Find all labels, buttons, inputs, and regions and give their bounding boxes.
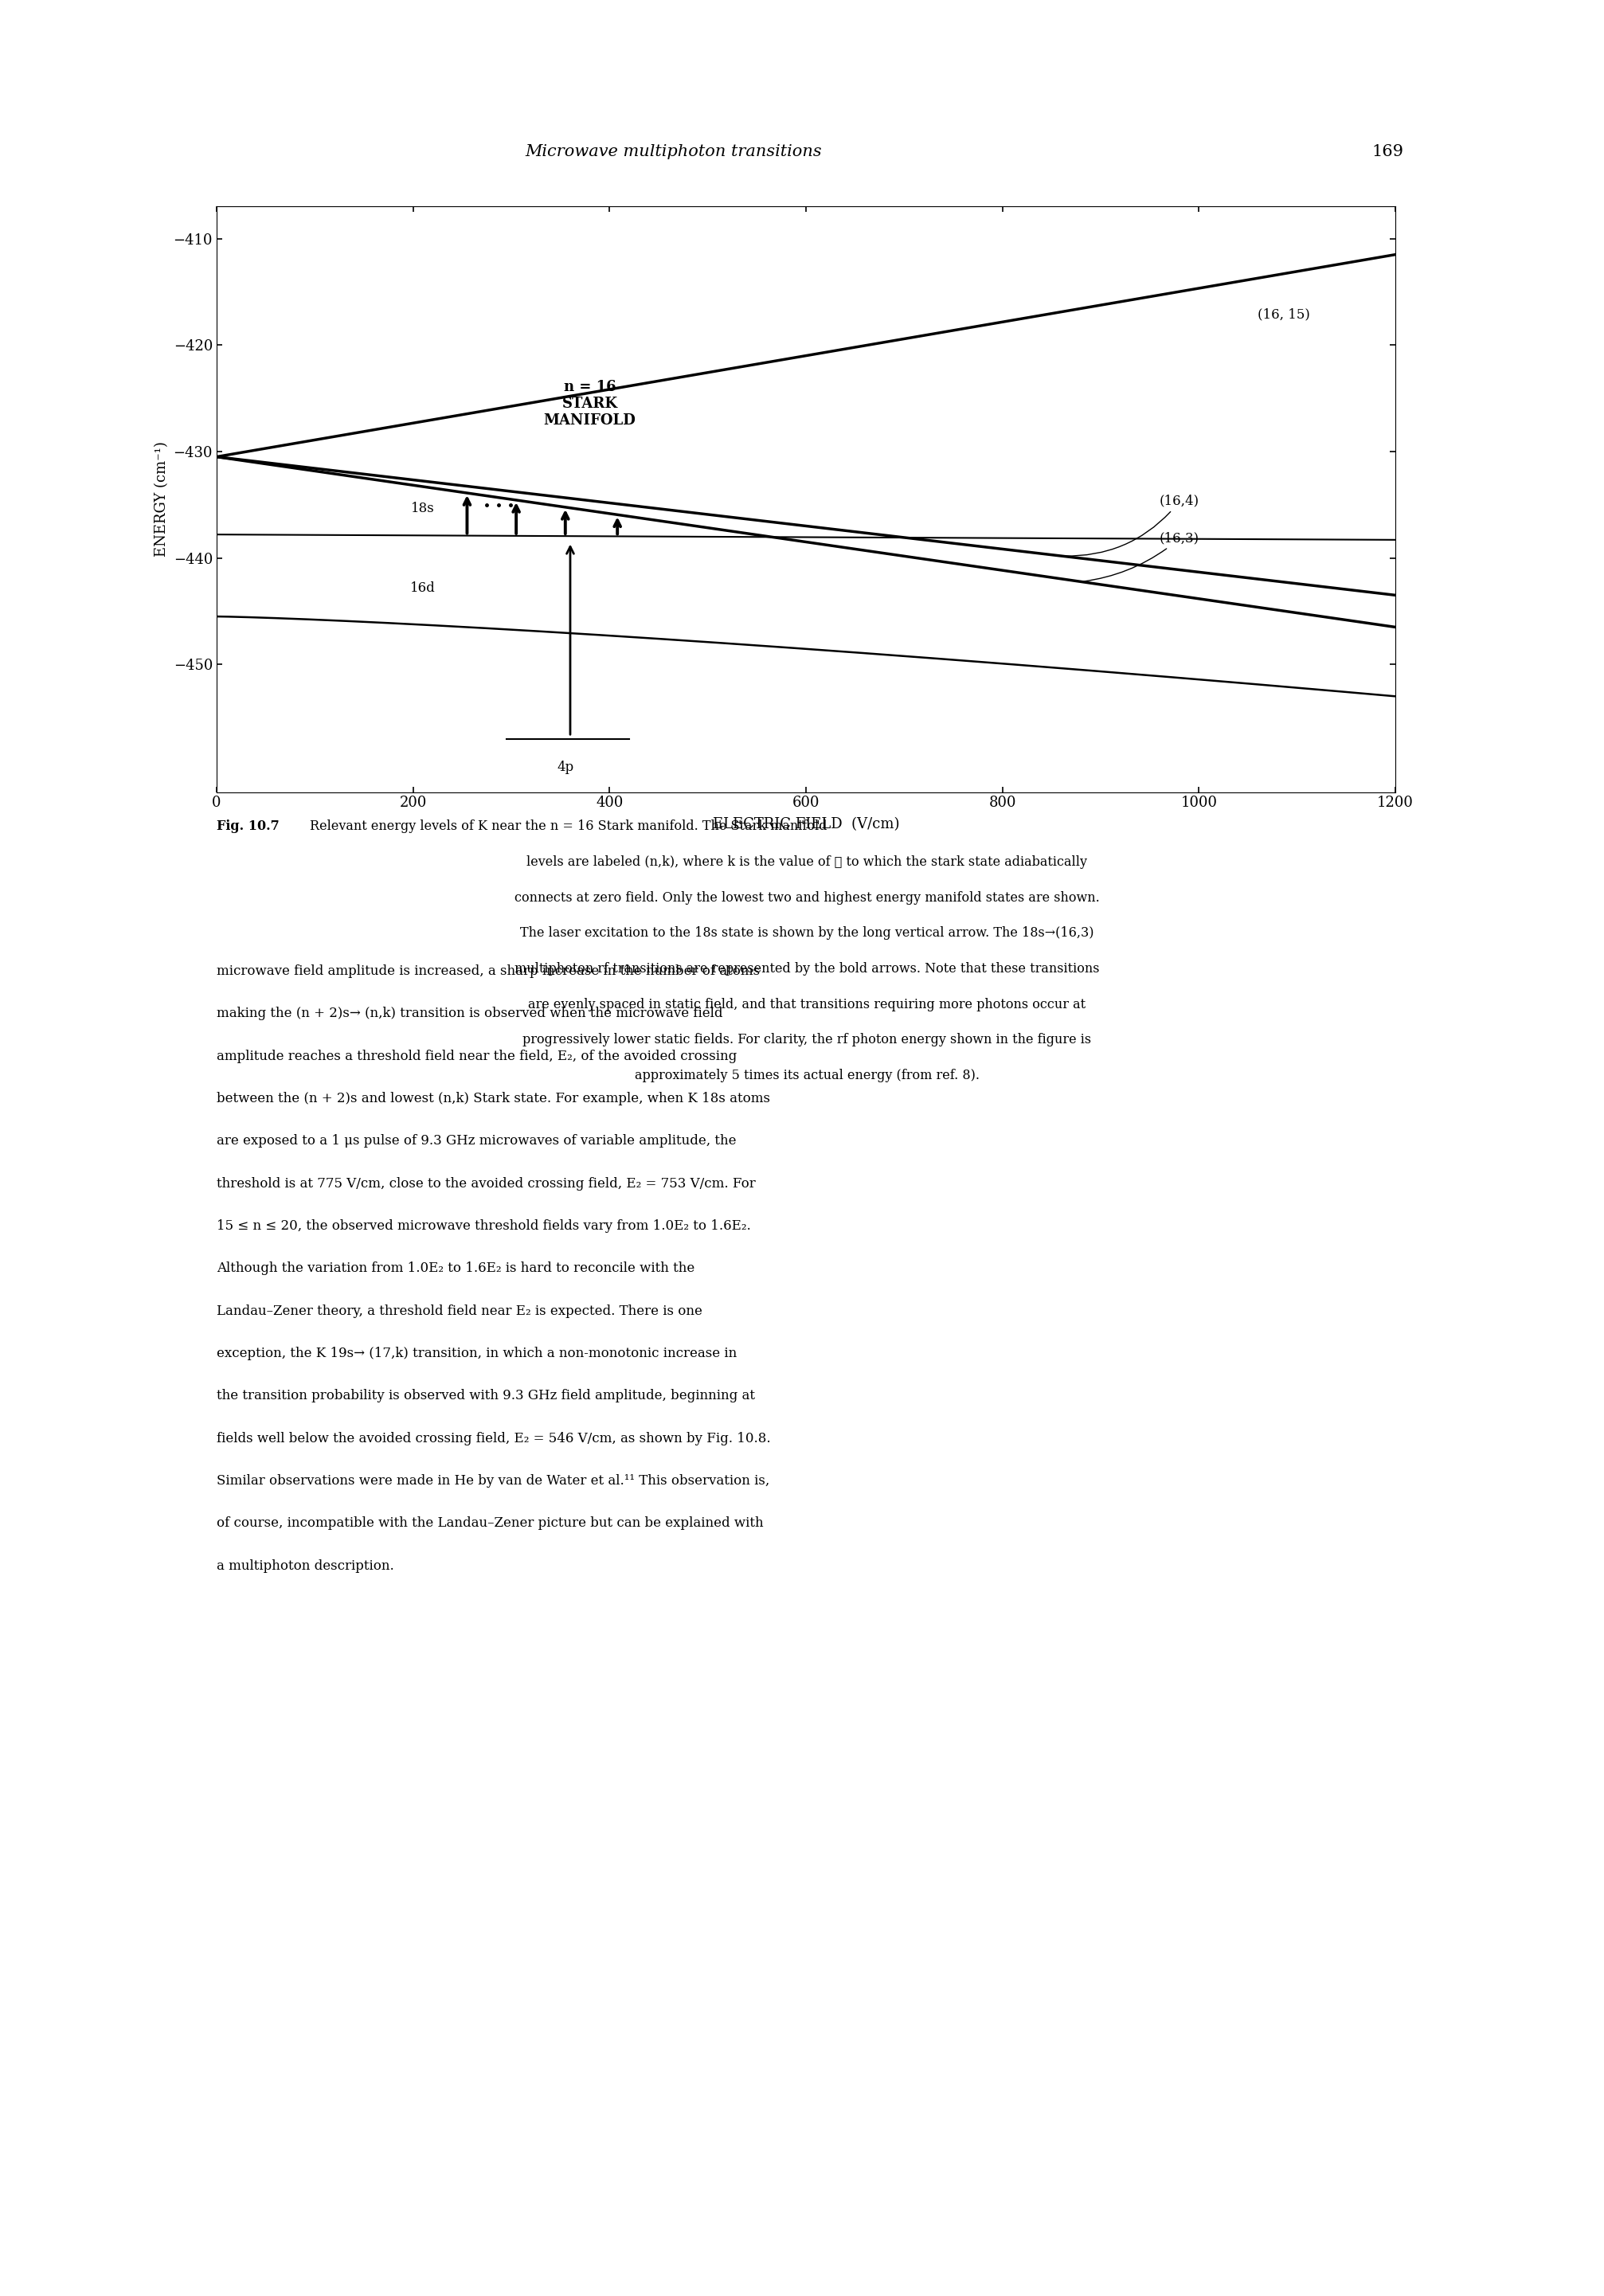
X-axis label: ELECTRIC FIELD  (V/cm): ELECTRIC FIELD (V/cm) [712,817,900,831]
Text: 15 ≤ n ≤ 20, the observed microwave threshold fields vary from 1.0E₂ to 1.6E₂.: 15 ≤ n ≤ 20, the observed microwave thre… [217,1219,751,1233]
Y-axis label: ENERGY (cm⁻¹): ENERGY (cm⁻¹) [154,441,168,558]
Text: (16,4): (16,4) [1063,494,1200,556]
Text: fields well below the avoided crossing field, E₂ = 546 V/cm, as shown by Fig. 10: fields well below the avoided crossing f… [217,1433,770,1444]
Text: connects at zero field. Only the lowest two and highest energy manifold states a: connects at zero field. Only the lowest … [515,891,1099,905]
Text: microwave field amplitude is increased, a sharp increase in the number of atoms: microwave field amplitude is increased, … [217,964,760,978]
Text: approximately 5 times its actual energy (from ref. 8).: approximately 5 times its actual energy … [635,1070,978,1081]
Text: are exposed to a 1 μs pulse of 9.3 GHz microwaves of variable amplitude, the: are exposed to a 1 μs pulse of 9.3 GHz m… [217,1134,736,1148]
Text: (16, 15): (16, 15) [1258,308,1310,321]
Text: 169: 169 [1371,145,1404,158]
Text: multiphoton rf transitions are represented by the bold arrows. Note that these t: multiphoton rf transitions are represent… [515,962,1099,976]
Text: between the (n + 2)s and lowest (n,k) Stark state. For example, when K 18s atoms: between the (n + 2)s and lowest (n,k) St… [217,1093,770,1104]
Text: threshold is at 775 V/cm, close to the avoided crossing field, E₂ = 753 V/cm. Fo: threshold is at 775 V/cm, close to the a… [217,1178,755,1189]
Text: 4p: 4p [557,760,574,774]
Text: Fig. 10.7: Fig. 10.7 [217,820,289,833]
Text: levels are labeled (n,k), where k is the value of ℓ to which the stark state adi: levels are labeled (n,k), where k is the… [526,854,1088,868]
Text: 18s: 18s [411,503,435,514]
Text: of course, incompatible with the Landau–Zener picture but can be explained with: of course, incompatible with the Landau–… [217,1518,764,1529]
Text: progressively lower static fields. For clarity, the rf photon energy shown in th: progressively lower static fields. For c… [523,1033,1091,1047]
Text: (16,3): (16,3) [1083,533,1200,581]
Text: n = 16
STARK
MANIFOLD: n = 16 STARK MANIFOLD [544,379,637,427]
Text: The laser excitation to the 18s state is shown by the long vertical arrow. The 1: The laser excitation to the 18s state is… [520,925,1094,939]
Text: Although the variation from 1.0E₂ to 1.6E₂ is hard to reconcile with the: Although the variation from 1.0E₂ to 1.6… [217,1263,695,1274]
Text: are evenly spaced in static field, and that transitions requiring more photons o: are evenly spaced in static field, and t… [528,996,1086,1010]
Text: Similar observations were made in He by van de Water et al.¹¹ This observation i: Similar observations were made in He by … [217,1474,770,1488]
Text: a multiphoton description.: a multiphoton description. [217,1559,395,1573]
Text: amplitude reaches a threshold field near the field, E₂, of the avoided crossing: amplitude reaches a threshold field near… [217,1049,736,1063]
Text: exception, the K 19s→ (17,k) transition, in which a non-monotonic increase in: exception, the K 19s→ (17,k) transition,… [217,1345,736,1359]
Text: 16d: 16d [411,581,436,595]
Text: Landau–Zener theory, a threshold field near E₂ is expected. There is one: Landau–Zener theory, a threshold field n… [217,1304,703,1318]
Text: the transition probability is observed with 9.3 GHz field amplitude, beginning a: the transition probability is observed w… [217,1389,755,1403]
Text: Relevant energy levels of K near the n = 16 Stark manifold. The Stark manifold: Relevant energy levels of K near the n =… [310,820,826,833]
Text: making the (n + 2)s→ (n,k) transition is observed when the microwave field: making the (n + 2)s→ (n,k) transition is… [217,1006,723,1019]
Text: Microwave multiphoton transitions: Microwave multiphoton transitions [525,145,823,158]
